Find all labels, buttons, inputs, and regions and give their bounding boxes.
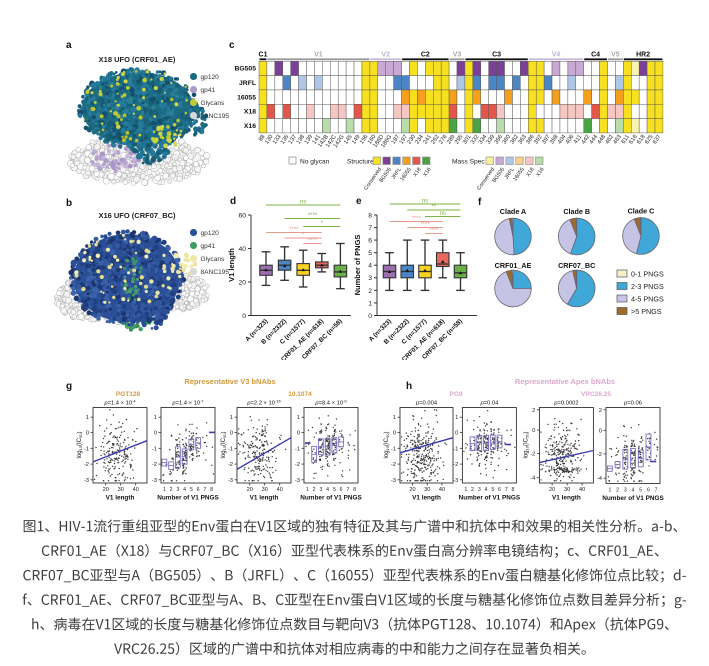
svg-text:0: 0 [154, 430, 157, 436]
svg-text:PG9: PG9 [449, 391, 462, 398]
svg-text:h: h [406, 381, 412, 392]
svg-text:-2: -2 [152, 462, 157, 468]
svg-text:20: 20 [409, 487, 415, 493]
svg-text:1: 1 [464, 487, 467, 493]
svg-text:-2: -2 [295, 462, 300, 468]
svg-text:p=8.4 × 10-9: p=8.4 × 10-9 [314, 399, 347, 407]
svg-text:7: 7 [346, 487, 349, 493]
svg-text:8: 8 [210, 487, 213, 493]
svg-text:4: 4 [485, 487, 488, 493]
svg-text:-2: -2 [453, 462, 458, 468]
svg-text:Number of V1 PNGS: Number of V1 PNGS [459, 495, 521, 502]
svg-text:VRC26.25: VRC26.25 [581, 391, 611, 398]
svg-text:Number of V1 PNGS: Number of V1 PNGS [300, 495, 362, 502]
svg-text:30: 30 [424, 487, 430, 493]
svg-text:1: 1 [297, 415, 300, 421]
svg-text:-1: -1 [152, 446, 157, 452]
svg-text:-1: -1 [453, 446, 458, 452]
svg-text:-1: -1 [295, 446, 300, 452]
svg-text:6: 6 [340, 487, 343, 493]
svg-text:-3: -3 [295, 478, 300, 484]
svg-text:1: 1 [154, 415, 157, 421]
svg-text:20: 20 [247, 487, 253, 493]
svg-text:p=0.0002: p=0.0002 [553, 401, 578, 407]
svg-text:4: 4 [183, 487, 186, 493]
svg-text:2: 2 [170, 487, 173, 493]
svg-text:8: 8 [512, 487, 515, 493]
svg-text:3: 3 [176, 487, 179, 493]
svg-text:8: 8 [353, 487, 356, 493]
svg-text:Representative V3 bNAbs: Representative V3 bNAbs [184, 377, 275, 386]
svg-text:p=0.06: p=0.06 [623, 401, 642, 407]
svg-text:0: 0 [393, 430, 396, 436]
svg-text:6: 6 [498, 487, 501, 493]
svg-text:40: 40 [439, 487, 445, 493]
svg-text:0: 0 [86, 430, 89, 436]
svg-text:p=0.004: p=0.004 [415, 401, 438, 407]
svg-text:1: 1 [455, 415, 458, 421]
svg-text:-2: -2 [228, 462, 233, 468]
svg-text:-1: -1 [391, 446, 396, 452]
svg-text:2: 2 [313, 487, 316, 493]
svg-text:-2: -2 [391, 462, 396, 468]
svg-text:V1 length: V1 length [106, 495, 135, 502]
svg-text:PGT128: PGT128 [116, 391, 141, 398]
svg-text:V1 length: V1 length [412, 495, 441, 502]
svg-text:log10(IC50): log10(IC50) [77, 432, 83, 459]
svg-text:20: 20 [103, 487, 109, 493]
svg-text:7: 7 [505, 487, 508, 493]
svg-text:p=1.4 × 10-4: p=1.4 × 10-4 [103, 399, 136, 407]
svg-text:p=0.04: p=0.04 [479, 401, 499, 407]
svg-text:Number of V1 PNGS: Number of V1 PNGS [157, 495, 219, 502]
svg-text:5: 5 [491, 487, 494, 493]
svg-text:4: 4 [326, 487, 329, 493]
svg-text:log10(IC50): log10(IC50) [384, 432, 390, 459]
svg-text:-1: -1 [84, 446, 89, 452]
svg-text:10.1074: 10.1074 [288, 391, 312, 398]
svg-text:3: 3 [319, 487, 322, 493]
svg-text:1: 1 [306, 487, 309, 493]
svg-text:Representative Apex bNAbs: Representative Apex bNAbs [515, 377, 615, 386]
svg-text:40: 40 [133, 487, 139, 493]
svg-text:30: 30 [262, 487, 268, 493]
svg-text:g: g [66, 381, 72, 392]
svg-text:1: 1 [393, 415, 396, 421]
svg-text:-1: -1 [228, 446, 233, 452]
svg-text:0: 0 [455, 430, 458, 436]
svg-text:3: 3 [478, 487, 481, 493]
svg-text:p=1.4 × 10-7: p=1.4 × 10-7 [171, 399, 204, 407]
svg-text:0: 0 [297, 430, 300, 436]
svg-text:-3: -3 [453, 478, 458, 484]
svg-text:-2: -2 [84, 462, 89, 468]
svg-text:30: 30 [118, 487, 124, 493]
svg-text:-3: -3 [228, 478, 233, 484]
svg-text:0: 0 [230, 430, 233, 436]
svg-text:-3: -3 [84, 478, 89, 484]
svg-text:-3: -3 [391, 478, 396, 484]
svg-text:V1 length: V1 length [250, 495, 279, 502]
svg-text:6: 6 [197, 487, 200, 493]
svg-text:40: 40 [277, 487, 283, 493]
svg-text:5: 5 [333, 487, 336, 493]
svg-text:5: 5 [190, 487, 193, 493]
svg-text:1: 1 [86, 415, 89, 421]
svg-text:7: 7 [203, 487, 206, 493]
svg-text:1: 1 [230, 415, 233, 421]
svg-text:2: 2 [471, 487, 474, 493]
svg-text:p=2.2 × 10-16: p=2.2 × 10-16 [246, 399, 281, 407]
svg-text:1: 1 [163, 487, 166, 493]
svg-text:log10(IC50): log10(IC50) [221, 432, 227, 459]
svg-text:-3: -3 [152, 478, 157, 484]
